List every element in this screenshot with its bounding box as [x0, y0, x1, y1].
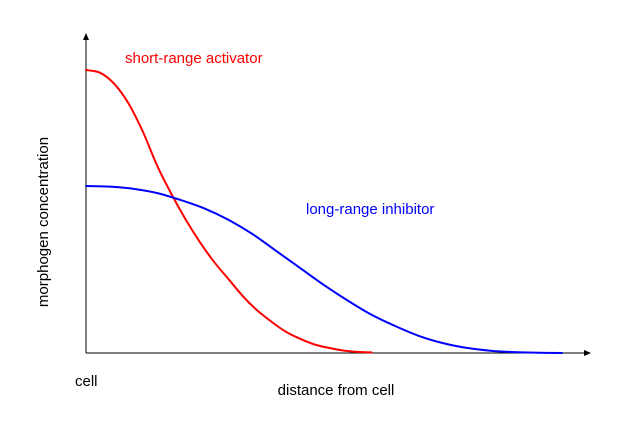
- series-label-long-range-inhibitor: long-range inhibitor: [306, 201, 434, 218]
- y-axis-label: morphogen concentration: [35, 137, 52, 307]
- series-line-short-range-activator: [85, 69, 373, 354]
- axes: [83, 33, 591, 356]
- x-axis-label: distance from cell: [278, 382, 395, 399]
- series-label-short-range-activator: short-range activator: [125, 50, 263, 67]
- y-axis-arrow: [83, 33, 89, 40]
- label-layer: short-range activator long-range inhibit…: [35, 50, 434, 399]
- series-layer: [85, 69, 563, 354]
- x-origin-label: cell: [75, 373, 98, 390]
- series-line-long-range-inhibitor: [85, 185, 563, 354]
- x-axis-arrow: [584, 350, 591, 356]
